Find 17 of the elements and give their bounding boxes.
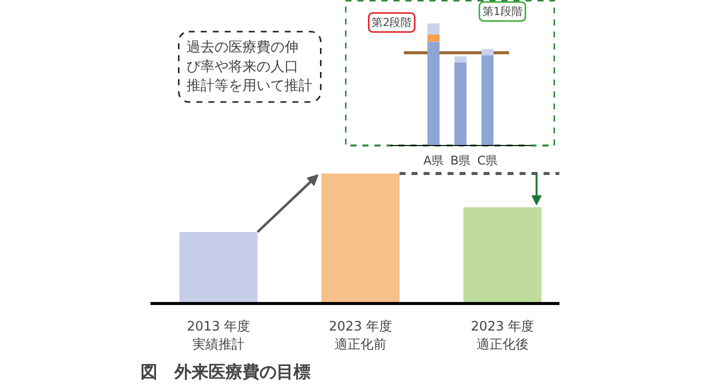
text: 過去の医療費の伸び率や将来の人口推計等を用いて推計 xyxy=(186,40,313,94)
x-tick-label: 2013 年度実績推計 xyxy=(186,318,250,352)
bar xyxy=(427,23,440,34)
x-tick-label: 2023 年度適正化後 xyxy=(470,318,534,352)
bar xyxy=(427,34,440,42)
bar xyxy=(454,56,467,62)
x-tick-label: A県 xyxy=(423,154,444,168)
x-tick-label: C県 xyxy=(477,154,498,168)
bar xyxy=(481,49,494,56)
x-tick-label: B県 xyxy=(450,154,471,168)
text: 第1段階 xyxy=(482,4,522,18)
bar xyxy=(481,55,494,146)
bar xyxy=(454,62,467,146)
annotation: 第2段階 xyxy=(372,16,412,29)
x-tick-label: 2023 年度適正化前 xyxy=(328,318,392,352)
bar xyxy=(427,42,440,146)
text: 図 外来医療費の目標 xyxy=(140,362,310,382)
